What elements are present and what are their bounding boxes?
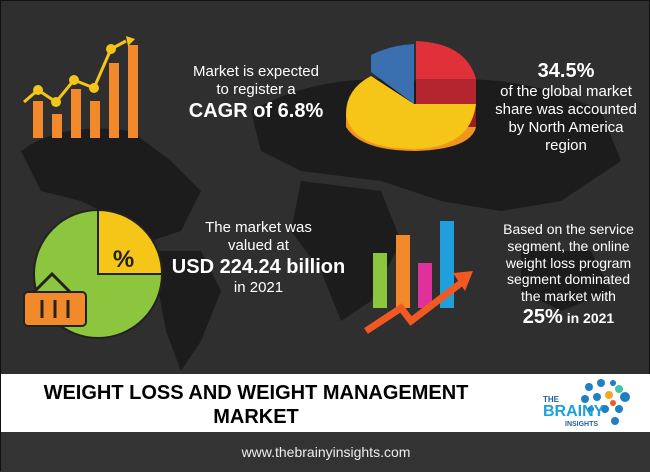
segment-year: in 2021 bbox=[566, 309, 615, 326]
brand-logo: THE BRAINY INSIGHTS bbox=[541, 377, 641, 431]
title-band bbox=[1, 374, 650, 432]
valuation-callout: The market was valued at USD 224.24 bill… bbox=[171, 219, 346, 297]
growth-chart-icon bbox=[23, 36, 138, 138]
share-line-2: share was accounted bbox=[495, 101, 637, 118]
segment-line-3: weight loss program bbox=[505, 254, 632, 271]
segment-value: 25% bbox=[522, 305, 563, 328]
share-line-4: region bbox=[545, 137, 587, 154]
cagr-line-1: Market is expected bbox=[193, 63, 319, 80]
share-line-3: by North America bbox=[508, 119, 624, 136]
logo-brainy: BRAINY bbox=[543, 403, 605, 420]
valuation-line-1: The market was bbox=[205, 219, 312, 236]
cagr-line-2: to register a bbox=[216, 81, 296, 98]
segment-line-1: Based on the service bbox=[503, 221, 634, 237]
page-title: WEIGHT LOSS AND WEIGHT MANAGEMENT MARKET bbox=[43, 382, 469, 428]
basket-pie-icon bbox=[23, 208, 164, 339]
share-line-1: of the global market bbox=[500, 83, 632, 100]
logo-the: THE bbox=[543, 395, 559, 404]
percent-label: % bbox=[112, 246, 135, 273]
segment-line-4: segment dominated bbox=[507, 271, 630, 288]
pie-chart-3d-icon bbox=[346, 41, 476, 151]
valuation-value: USD 224.24 billion bbox=[171, 256, 346, 278]
segment-line-5: the market with bbox=[521, 288, 616, 305]
share-value: 34.5% bbox=[537, 60, 595, 82]
valuation-year: in 2021 bbox=[233, 279, 284, 296]
share-callout: 34.5% of the global market share was acc… bbox=[491, 59, 641, 155]
logo-insights: INSIGHTS bbox=[565, 421, 599, 428]
segment-line-2: segment, the online bbox=[507, 237, 630, 254]
cagr-callout: Market is expected to register a CAGR of… bbox=[181, 63, 331, 123]
cagr-value: CAGR of 6.8% bbox=[188, 100, 324, 122]
valuation-line-2: valued at bbox=[228, 237, 289, 254]
bar-arrow-icon bbox=[364, 221, 473, 334]
segment-callout: Based on the service segment, the online… bbox=[491, 221, 646, 329]
website-url[interactable]: www.thebrainyinsights.com bbox=[1, 432, 650, 472]
brain-network-icon bbox=[581, 379, 630, 425]
